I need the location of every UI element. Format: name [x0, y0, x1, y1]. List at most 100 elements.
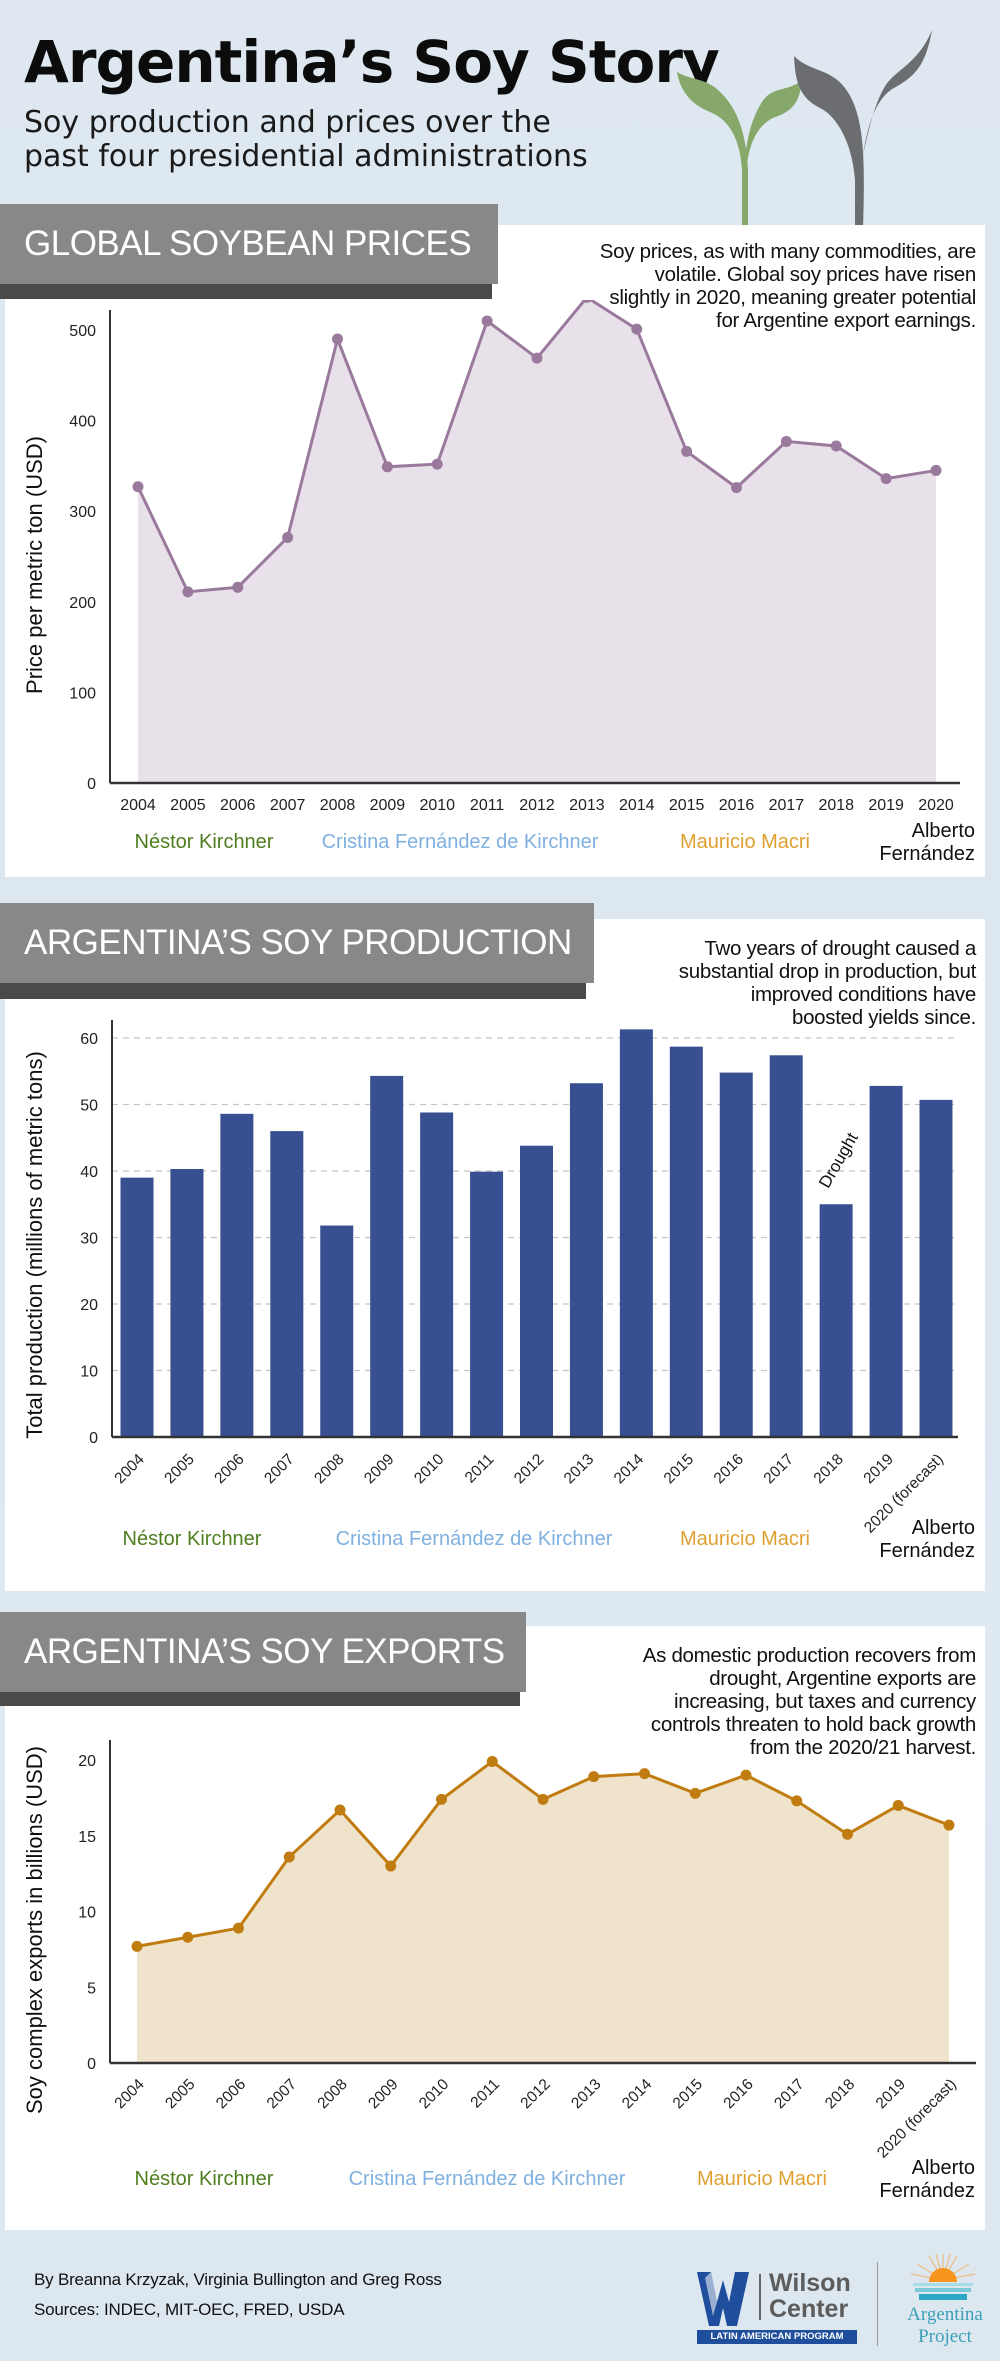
x-tick-label: 2015 [670, 2076, 706, 2112]
data-point [182, 1931, 194, 1943]
exports-chart: 0 5 10 15 20 2004 2005 2006 2007 2008 2009 2010 2011… [22, 1740, 976, 2202]
bar [420, 1112, 454, 1437]
prices-chart: 0 100 200 300 400 500 2004 2005 2006 2007 2008 2009… [22, 300, 975, 865]
x-tick-label: 2005 [162, 2076, 198, 2112]
data-point [531, 352, 543, 364]
x-tick-label: 2004 [111, 1451, 148, 1488]
data-point [385, 1860, 397, 1872]
x-tick-label: 2020 [918, 797, 954, 814]
bar [220, 1113, 254, 1437]
administration-label: Mauricio Macri [680, 831, 810, 853]
x-tick-label: 2015 [661, 1451, 697, 1487]
x-tick-label: 2008 [311, 1451, 347, 1487]
y-axis-label: Total production (millions of metric ton… [22, 1051, 47, 1439]
x-tick-label: 2009 [365, 2076, 401, 2112]
bar [120, 1177, 154, 1437]
production-chart: Drought 0 10 20 30 40 50 60 2004 2005 2006 2007 2008… [22, 1020, 975, 1562]
production-blurb: Two years of drought caused a substantia… [678, 937, 977, 1029]
subtitle-line-1: Soy production and prices over the [24, 105, 551, 140]
data-point [381, 461, 393, 473]
bar [370, 1075, 404, 1437]
y-tick-label: 40 [80, 1164, 98, 1181]
data-point [943, 1819, 955, 1831]
x-tick-label: 2010 [411, 1451, 448, 1488]
data-point [892, 1799, 904, 1811]
data-point [132, 481, 144, 493]
data-point [842, 1828, 853, 1840]
x-tick-label: 2007 [264, 2076, 300, 2112]
data-point [481, 315, 493, 327]
wilson-name-line1: Wilson [769, 2269, 851, 2297]
bar [769, 1055, 803, 1437]
x-tick-label: 2016 [711, 1451, 747, 1487]
administration-label: Alberto [912, 820, 975, 842]
x-tick-label: 2017 [761, 1451, 797, 1487]
x-tick-label: 2018 [811, 1451, 847, 1487]
data-point [332, 333, 343, 345]
x-tick-label: 2016 [720, 2076, 756, 2112]
administration-label: Fernández [879, 2180, 975, 2202]
production-section-banner: ARGENTINA’S SOY PRODUCTION [0, 903, 594, 983]
administration-label: Néstor Kirchner [135, 2168, 274, 2190]
y-tick-label: 0 [87, 2056, 96, 2073]
bar [919, 1099, 953, 1437]
bar [470, 1171, 504, 1437]
x-tick-label: 2010 [419, 797, 455, 814]
prices-blurb: Soy prices, as with many commodities, ar… [599, 240, 977, 332]
y-tick-label: 10 [78, 1905, 96, 1922]
y-tick-label: 20 [78, 1753, 96, 1770]
argentina-project-line2: Project [918, 2326, 972, 2347]
y-tick-label: 60 [80, 1031, 98, 1048]
x-tick-label: 2019 [860, 1451, 896, 1487]
soy-sprout-illustration [677, 30, 932, 230]
x-tick-label: 2011 [467, 2076, 503, 2112]
data-point [182, 586, 194, 598]
administration-label: Néstor Kirchner [123, 1528, 262, 1550]
wilson-w-icon [697, 2272, 749, 2326]
subtitle-line-2: past four presidential administrations [24, 139, 588, 174]
x-tick-label: 2010 [416, 2076, 453, 2113]
exports-section-banner: ARGENTINA’S SOY EXPORTS [0, 1612, 526, 1692]
data-point [830, 440, 842, 452]
data-point [233, 1922, 244, 1934]
x-tick-label: 2013 [569, 797, 605, 814]
administration-label: Cristina Fernández de Kirchner [322, 831, 599, 853]
argentina-project-logo: Argentina Project [895, 2252, 995, 2357]
drought-annotation: Drought [815, 1129, 862, 1191]
x-tick-label: 2011 [470, 797, 505, 814]
logo-divider [877, 2262, 878, 2346]
x-tick-label: 2007 [270, 797, 306, 814]
y-tick-label: 5 [87, 1980, 96, 1997]
data-point [486, 1756, 498, 1768]
wilson-center-logo: Wilson Center LATIN AMERICAN PROGRAM [697, 2268, 857, 2348]
x-tick-label: 2019 [868, 797, 904, 814]
argentina-project-line1: Argentina [907, 2304, 983, 2325]
administration-label: Fernández [879, 843, 975, 865]
x-tick-label: 2017 [769, 797, 805, 814]
y-tick-label: 30 [80, 1231, 98, 1248]
bar [819, 1204, 853, 1437]
bar [669, 1046, 703, 1437]
y-tick-label: 300 [69, 504, 96, 521]
data-point [334, 1804, 346, 1816]
bar [320, 1225, 354, 1437]
x-tick-label: 2013 [561, 1451, 597, 1487]
administration-label: Cristina Fernández de Kirchner [336, 1528, 613, 1550]
data-point [791, 1795, 803, 1807]
data-point [880, 473, 892, 485]
data-point [283, 1851, 295, 1863]
y-tick-label: 500 [69, 323, 96, 340]
page-title: Argentina’s Soy Story [24, 28, 720, 96]
administration-label: Alberto [912, 1517, 975, 1539]
data-point [731, 482, 742, 494]
x-tick-label: 2008 [320, 797, 356, 814]
x-tick-label: 2012 [519, 797, 555, 814]
data-point [537, 1793, 549, 1805]
x-tick-label: 2014 [619, 2076, 656, 2113]
data-point [232, 581, 244, 593]
x-tick-label: 2004 [120, 797, 156, 814]
x-tick-label: 2017 [771, 2076, 807, 2112]
data-point [282, 531, 294, 543]
y-tick-label: 50 [80, 1098, 98, 1115]
data-point [131, 1940, 143, 1952]
